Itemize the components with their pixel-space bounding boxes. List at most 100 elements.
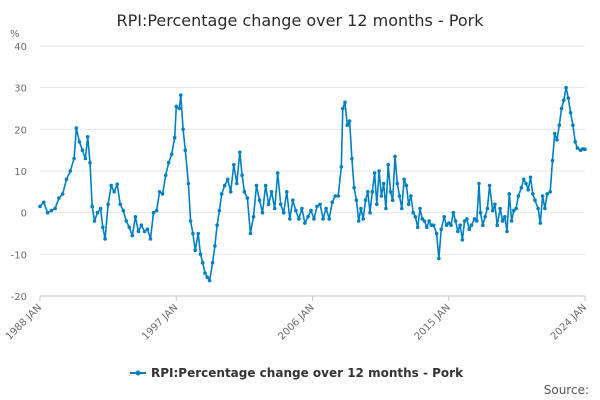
data-point[interactable] bbox=[493, 202, 497, 207]
data-point[interactable] bbox=[242, 190, 247, 194]
data-point[interactable] bbox=[478, 210, 483, 215]
data-point[interactable] bbox=[232, 163, 236, 167]
data-point[interactable] bbox=[297, 217, 301, 221]
data-point[interactable] bbox=[352, 185, 356, 190]
data-point[interactable] bbox=[516, 194, 521, 198]
data-point[interactable] bbox=[388, 190, 393, 194]
data-point[interactable] bbox=[495, 223, 500, 227]
data-point[interactable] bbox=[555, 138, 559, 142]
data-point[interactable] bbox=[327, 217, 332, 221]
data-point[interactable] bbox=[503, 215, 507, 219]
data-point[interactable] bbox=[411, 210, 416, 215]
data-point[interactable] bbox=[235, 181, 239, 186]
data-point[interactable] bbox=[422, 219, 427, 223]
data-point[interactable] bbox=[395, 181, 400, 186]
data-point[interactable] bbox=[564, 85, 568, 90]
data-point[interactable] bbox=[57, 196, 61, 200]
data-point[interactable] bbox=[538, 221, 543, 225]
data-point[interactable] bbox=[397, 194, 402, 198]
data-point[interactable] bbox=[294, 208, 298, 213]
data-point[interactable] bbox=[88, 160, 92, 165]
data-point[interactable] bbox=[472, 217, 477, 221]
data-point[interactable] bbox=[552, 131, 557, 136]
data-point[interactable] bbox=[181, 127, 185, 132]
data-point[interactable] bbox=[315, 204, 319, 209]
data-point[interactable] bbox=[101, 225, 105, 230]
data-point[interactable] bbox=[121, 208, 126, 213]
data-point[interactable] bbox=[404, 183, 409, 188]
data-point[interactable] bbox=[568, 110, 573, 115]
data-point[interactable] bbox=[321, 217, 325, 221]
data-point[interactable] bbox=[257, 198, 262, 202]
data-point[interactable] bbox=[309, 208, 313, 213]
data-point[interactable] bbox=[77, 140, 82, 144]
data-point[interactable] bbox=[345, 123, 350, 127]
data-point[interactable] bbox=[45, 210, 50, 215]
data-point[interactable] bbox=[275, 171, 280, 175]
data-point[interactable] bbox=[390, 198, 395, 202]
data-point[interactable] bbox=[449, 223, 453, 227]
data-point[interactable] bbox=[148, 237, 153, 241]
data-point[interactable] bbox=[228, 190, 233, 194]
data-point[interactable] bbox=[487, 183, 492, 188]
data-point[interactable] bbox=[157, 190, 162, 194]
data-point[interactable] bbox=[109, 183, 113, 188]
data-point[interactable] bbox=[559, 106, 564, 111]
data-point[interactable] bbox=[481, 223, 485, 227]
data-point[interactable] bbox=[402, 177, 406, 182]
data-point[interactable] bbox=[434, 231, 439, 236]
data-point[interactable] bbox=[571, 123, 575, 127]
data-point[interactable] bbox=[74, 126, 79, 130]
data-point[interactable] bbox=[377, 169, 381, 173]
data-point[interactable] bbox=[425, 225, 429, 230]
data-point[interactable] bbox=[177, 106, 182, 111]
data-point[interactable] bbox=[583, 147, 587, 152]
data-point[interactable] bbox=[198, 252, 203, 257]
data-point[interactable] bbox=[505, 229, 509, 234]
data-point[interactable] bbox=[124, 219, 129, 223]
data-point[interactable] bbox=[183, 148, 188, 152]
data-point[interactable] bbox=[278, 202, 283, 207]
data-point[interactable] bbox=[465, 217, 469, 221]
data-point[interactable] bbox=[413, 215, 418, 219]
data-point[interactable] bbox=[356, 219, 361, 223]
data-point[interactable] bbox=[238, 150, 242, 155]
data-point[interactable] bbox=[160, 192, 165, 196]
data-point[interactable] bbox=[500, 219, 505, 223]
data-point[interactable] bbox=[483, 215, 487, 219]
legend[interactable]: RPI:Percentage change over 12 months - P… bbox=[130, 366, 464, 380]
data-point[interactable] bbox=[485, 206, 490, 211]
data-point[interactable] bbox=[103, 237, 107, 241]
data-point[interactable] bbox=[528, 175, 533, 180]
data-point[interactable] bbox=[306, 215, 310, 219]
data-point[interactable] bbox=[550, 158, 555, 163]
data-point[interactable] bbox=[368, 210, 372, 215]
data-point[interactable] bbox=[524, 181, 528, 186]
data-point[interactable] bbox=[442, 215, 447, 219]
data-point[interactable] bbox=[133, 215, 138, 219]
data-point[interactable] bbox=[112, 190, 116, 194]
data-point[interactable] bbox=[393, 154, 397, 159]
data-point[interactable] bbox=[80, 148, 85, 152]
data-point[interactable] bbox=[498, 206, 503, 211]
data-point[interactable] bbox=[354, 198, 359, 202]
data-point[interactable] bbox=[545, 192, 549, 196]
data-point[interactable] bbox=[92, 219, 97, 223]
data-point[interactable] bbox=[291, 198, 295, 202]
data-point[interactable] bbox=[118, 202, 122, 207]
data-point[interactable] bbox=[269, 190, 274, 194]
data-point[interactable] bbox=[38, 204, 42, 209]
data-point[interactable] bbox=[477, 181, 481, 186]
data-point[interactable] bbox=[324, 206, 328, 211]
data-point[interactable] bbox=[521, 177, 526, 182]
data-point[interactable] bbox=[566, 96, 571, 100]
data-point[interactable] bbox=[437, 256, 441, 261]
data-point[interactable] bbox=[142, 229, 147, 234]
data-point[interactable] bbox=[303, 221, 307, 225]
data-point[interactable] bbox=[467, 227, 472, 232]
data-point[interactable] bbox=[288, 217, 292, 221]
data-point[interactable] bbox=[172, 135, 177, 140]
data-point[interactable] bbox=[215, 223, 219, 227]
data-point[interactable] bbox=[370, 190, 375, 194]
data-point[interactable] bbox=[217, 208, 222, 213]
